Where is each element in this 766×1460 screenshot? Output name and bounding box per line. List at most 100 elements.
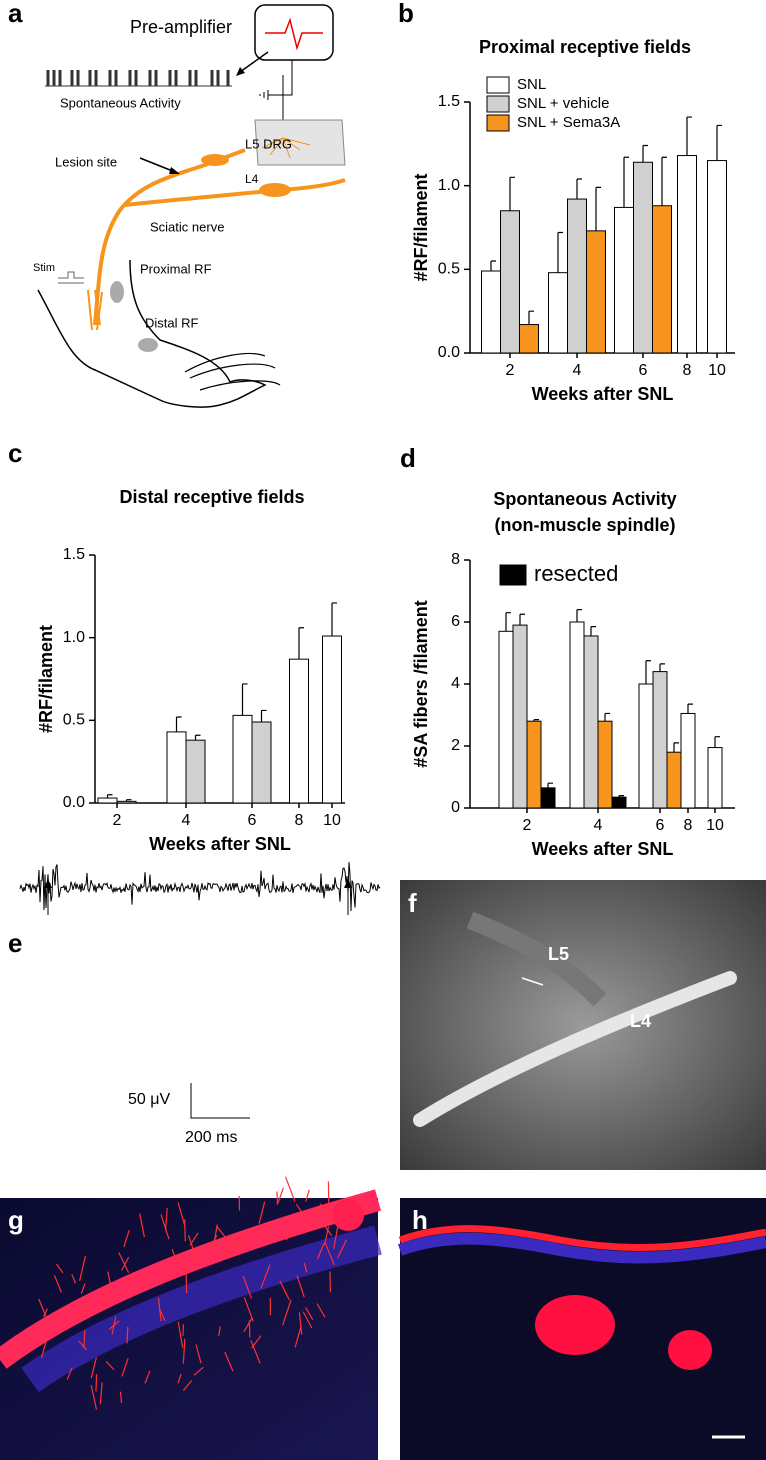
bar	[232, 714, 253, 804]
chart-title: Distal receptive fields	[119, 487, 304, 507]
panel-label: a	[8, 0, 23, 28]
fiber	[123, 1229, 130, 1248]
y-tick-label: 4	[451, 675, 460, 692]
fiber	[193, 1366, 204, 1376]
fiber	[139, 1213, 146, 1238]
legend-label: SNL + Sema3A	[517, 114, 620, 131]
bar	[519, 324, 539, 354]
bar	[707, 747, 723, 809]
panel-label: c	[8, 438, 22, 468]
photo-label: L4	[630, 1011, 651, 1031]
fiber	[159, 1309, 166, 1322]
fiber	[324, 1208, 333, 1218]
legend-label: resected	[534, 561, 618, 586]
error-bar	[528, 310, 534, 325]
bar	[633, 161, 653, 354]
error-bar	[595, 186, 601, 231]
fiber	[90, 1385, 98, 1410]
blob	[668, 1330, 712, 1370]
bar	[289, 658, 309, 804]
fiber	[193, 1245, 202, 1267]
bar	[583, 635, 599, 809]
x-tick-label: 4	[182, 812, 191, 829]
epidermis	[398, 1225, 766, 1251]
fiber	[99, 1382, 103, 1405]
panel-label: d	[400, 443, 416, 473]
x-tick-label: 4	[594, 817, 603, 834]
y-tick-label: 1.0	[63, 629, 85, 646]
fiber	[79, 1255, 86, 1281]
x-tick-label: 8	[295, 812, 304, 829]
bar	[567, 198, 587, 354]
bar	[652, 205, 672, 354]
fiber	[177, 1373, 182, 1384]
error-bar	[194, 734, 201, 741]
bar	[540, 787, 556, 809]
fiber	[171, 1248, 179, 1265]
x-tick-label: 8	[684, 817, 693, 834]
bar	[614, 206, 634, 354]
scale-bar	[190, 1083, 250, 1119]
fiber	[250, 1340, 261, 1364]
x-tick-label: 2	[506, 362, 515, 379]
chart-title: Spontaneous Activity	[493, 489, 676, 509]
error-bar	[716, 124, 722, 161]
error-bar	[576, 609, 582, 622]
x-tick-label: 6	[656, 817, 665, 834]
fiber	[185, 1268, 188, 1294]
fiber	[105, 1361, 115, 1371]
y-axis-label: #SA fibers /filament	[411, 600, 431, 767]
fiber	[119, 1391, 123, 1403]
x-tick-label: 4	[573, 362, 582, 379]
error-bar	[519, 613, 525, 626]
arrow	[521, 977, 544, 986]
fiber	[258, 1201, 266, 1224]
scale-label: 200 ms	[185, 1129, 237, 1146]
fiber	[118, 1252, 130, 1274]
photo	[400, 880, 766, 1170]
fiber	[336, 1239, 348, 1259]
fiber	[107, 1271, 111, 1285]
error-bar	[642, 144, 648, 163]
fiber	[177, 1202, 186, 1226]
bar	[116, 800, 137, 804]
fiber	[212, 1224, 218, 1250]
label: Proximal RF	[140, 261, 212, 276]
x-tick-label: 2	[523, 817, 532, 834]
error-bar	[490, 260, 496, 272]
error-bar	[547, 782, 553, 788]
epidermis	[0, 1189, 381, 1369]
fiber	[157, 1298, 162, 1322]
panel-label: f	[408, 888, 417, 918]
panel-label: h	[412, 1205, 428, 1235]
label: L5 DRG	[245, 136, 292, 151]
fiber	[218, 1326, 222, 1336]
y-tick-label: 0	[451, 799, 460, 816]
legend-swatch	[486, 95, 510, 113]
chart-title: Proximal receptive fields	[479, 37, 691, 57]
bar	[97, 797, 118, 804]
error-bar	[505, 612, 511, 632]
diagram	[37, 4, 346, 408]
y-tick-label: 0.5	[438, 261, 460, 278]
fiber	[108, 1320, 120, 1330]
fiber	[95, 1374, 98, 1392]
fiber	[284, 1176, 296, 1202]
bar	[666, 751, 682, 809]
bar	[526, 720, 542, 809]
error-bar	[175, 716, 182, 732]
fiber	[187, 1234, 198, 1260]
fiber	[295, 1203, 305, 1217]
fiber	[80, 1283, 86, 1294]
fiber	[296, 1275, 305, 1298]
fiber	[195, 1344, 202, 1364]
fiber	[66, 1367, 73, 1380]
error-bar	[298, 627, 304, 660]
fiber	[160, 1214, 170, 1240]
error-bar	[673, 742, 679, 753]
fiber	[298, 1312, 303, 1335]
bar	[498, 630, 514, 809]
bar	[166, 731, 187, 804]
blob	[332, 1199, 364, 1231]
x-tick-label: 10	[708, 362, 726, 379]
